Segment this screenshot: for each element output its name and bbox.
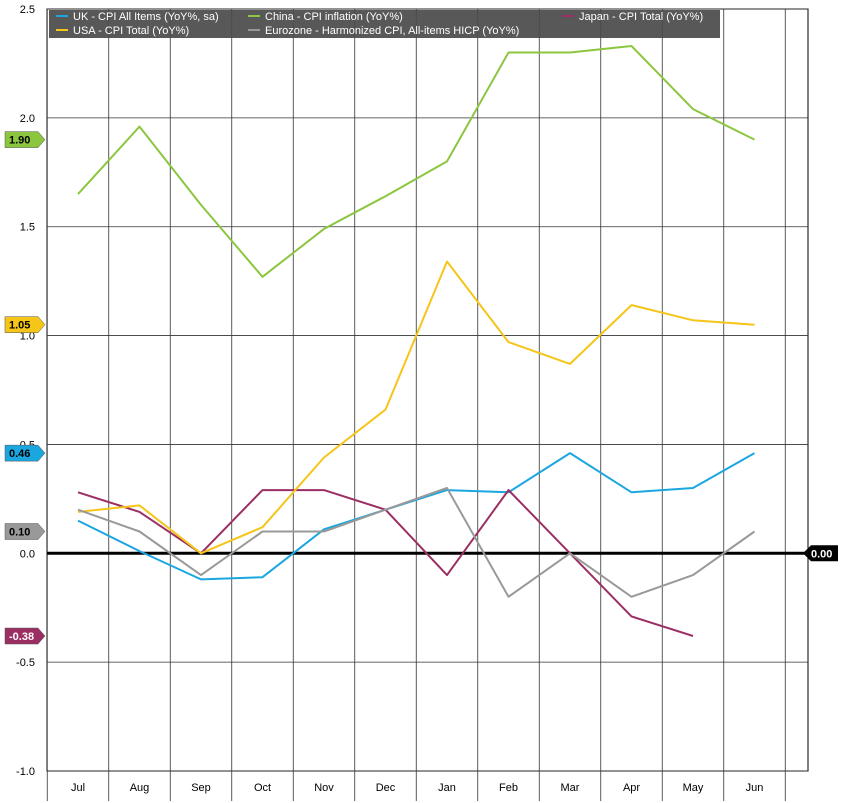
value-tag: 0.10 [4, 523, 46, 540]
x-tick-label: Dec [376, 782, 396, 794]
x-tick-label: Nov [314, 782, 334, 794]
legend-background [49, 10, 720, 38]
value-tag-shape [4, 316, 46, 333]
value-tag-label: -0.38 [9, 631, 34, 643]
value-tag-shape [4, 627, 46, 645]
value-tag: 1.90 [4, 131, 46, 148]
y-tick-label: 2.0 [20, 113, 35, 125]
value-tag-label: 1.05 [9, 320, 30, 332]
y-tick-label: 2.5 [20, 4, 35, 16]
legend-entry: China - CPI inflation (YoY%) [265, 11, 403, 23]
y-tick-label: 1.5 [20, 222, 35, 234]
value-tag-label: 0.10 [9, 527, 30, 539]
x-tick-label: Mar [561, 782, 580, 794]
x-tick-label: May [683, 782, 704, 794]
zero-tag-label: 0.00 [811, 548, 832, 560]
y-tick-label: -0.5 [16, 657, 35, 669]
y-tick-label: 1.0 [20, 331, 35, 343]
series-line [77, 487, 756, 598]
legend-entry: Eurozone - Harmonized CPI, All-items HIC… [265, 25, 519, 37]
value-tag-label: 1.90 [9, 135, 30, 147]
value-tags: 0.46 1.90 -0.38 1.05 0.10 0.00 [4, 131, 838, 645]
plot-area [46, 8, 809, 772]
value-tag: -0.38 [4, 627, 46, 645]
value-tag-shape [4, 131, 46, 148]
zero-value-tag: 0.00 [803, 545, 838, 562]
legend-entry: UK - CPI All Items (YoY%, sa) [73, 11, 219, 23]
x-tick-label: Jun [746, 782, 764, 794]
legend: UK - CPI All Items (YoY%, sa) China - CPI… [49, 10, 720, 38]
x-tick-label: Jul [71, 782, 85, 794]
value-tag-shape [4, 523, 46, 540]
y-tick-label: -1.0 [16, 766, 35, 778]
value-tag-shape [4, 444, 46, 462]
x-tick-label: Oct [254, 782, 271, 794]
x-tick-label: Sep [191, 782, 211, 794]
value-tag: 0.46 [4, 444, 46, 462]
x-tick-label: Jan [438, 782, 456, 794]
legend-entry: Japan - CPI Total (YoY%) [579, 11, 703, 23]
value-tag-label: 0.46 [9, 448, 30, 460]
y-axis-ticks: 2.52.01.51.00.50.0-0.5-1.0 [16, 4, 35, 778]
legend-entry: USA - CPI Total (YoY%) [73, 25, 189, 37]
series-line [77, 45, 755, 278]
series-line [77, 260, 755, 555]
x-tick-label: Feb [499, 782, 518, 794]
x-axis-ticks: Jul Aug Sep Oct Nov Dec Jan Feb Mar Apr May Jun [71, 782, 763, 794]
zero-tag-shape [803, 545, 838, 562]
series-lines [77, 45, 756, 637]
value-tag: 1.05 [4, 316, 46, 333]
x-tick-label: Apr [623, 782, 640, 794]
x-tick-label: Aug [130, 782, 150, 794]
y-tick-label: 0.0 [20, 548, 35, 560]
